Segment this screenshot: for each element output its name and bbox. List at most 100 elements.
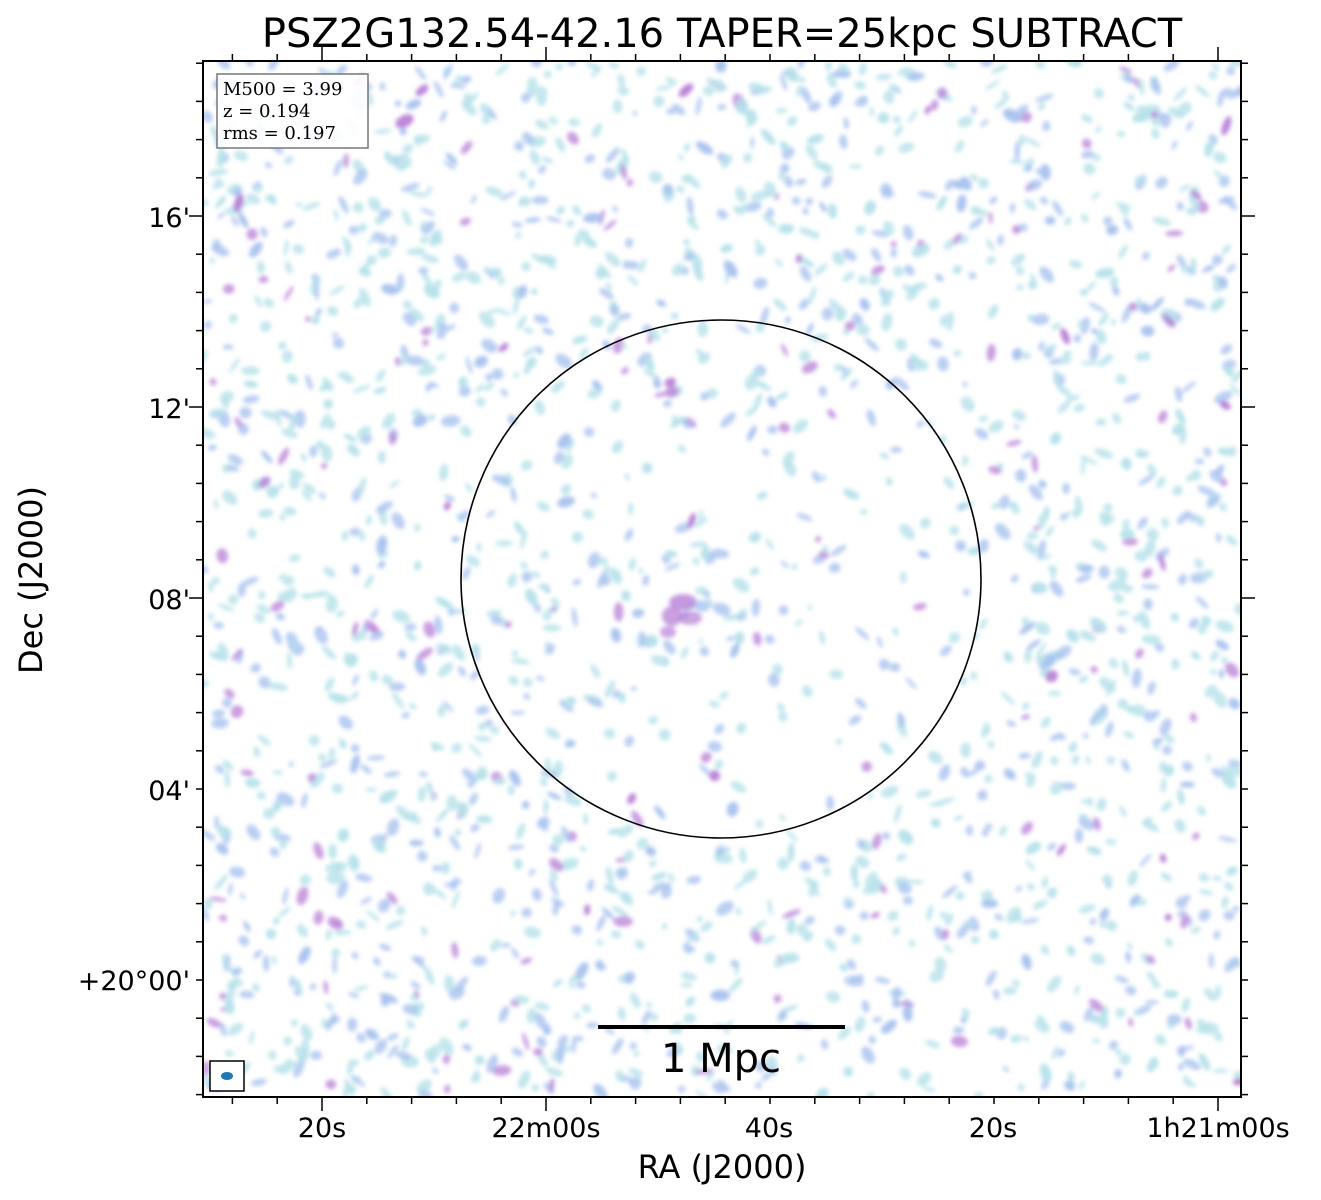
emission-blob — [227, 1022, 244, 1036]
emission-blob — [968, 547, 980, 556]
emission-blob — [227, 454, 243, 466]
emission-blob — [1094, 448, 1114, 459]
emission-blob — [1194, 558, 1204, 570]
emission-blob — [262, 955, 270, 972]
emission-blob — [234, 150, 249, 161]
emission-blob — [544, 757, 552, 777]
emission-blob — [1121, 759, 1130, 772]
emission-blob — [549, 878, 559, 897]
emission-blob — [814, 856, 830, 864]
emission-blob — [217, 825, 227, 834]
emission-blob — [751, 598, 761, 617]
emission-blob — [257, 509, 274, 518]
emission-blob — [521, 801, 530, 809]
emission-blob — [1215, 533, 1222, 543]
emission-blob — [436, 322, 448, 340]
emission-blob — [360, 764, 372, 775]
emission-blob — [860, 508, 867, 516]
emission-blob — [211, 709, 226, 718]
emission-blob — [969, 764, 983, 776]
emission-blob — [458, 509, 470, 522]
ra-tick-label: 22m00s — [491, 1113, 600, 1144]
emission-blob — [692, 262, 704, 282]
emission-blob — [443, 160, 456, 170]
emission-blob — [585, 61, 602, 72]
emission-blob — [258, 275, 269, 284]
emission-blob — [779, 953, 800, 963]
emission-blob — [523, 677, 533, 688]
emission-blob — [994, 913, 1004, 921]
emission-blob — [388, 432, 397, 445]
emission-blob — [1159, 718, 1172, 736]
emission-blob — [507, 414, 518, 426]
emission-blob — [1095, 267, 1115, 278]
emission-blob — [868, 274, 881, 286]
emission-blob — [1050, 781, 1064, 795]
emission-blob — [316, 440, 325, 449]
emission-blob — [528, 868, 536, 877]
emission-blob — [460, 425, 472, 438]
emission-blob — [1035, 554, 1052, 561]
emission-blob — [282, 887, 289, 905]
emission-blob — [654, 805, 666, 820]
emission-blob — [943, 239, 954, 250]
emission-blob — [475, 383, 485, 393]
emission-blob — [648, 171, 663, 183]
emission-blob — [1174, 386, 1183, 402]
emission-blob — [431, 742, 445, 751]
emission-blob — [222, 490, 238, 506]
emission-blob — [777, 857, 789, 870]
emission-blob — [726, 801, 739, 817]
emission-blob — [1152, 738, 1163, 745]
emission-blob — [219, 1022, 227, 1037]
emission-blob — [571, 607, 578, 627]
emission-blob — [1217, 836, 1238, 843]
emission-blob — [778, 422, 791, 433]
emission-blob — [778, 712, 788, 722]
emission-blob — [537, 165, 547, 174]
emission-blob — [1119, 206, 1129, 216]
emission-blob — [797, 61, 806, 69]
emission-blob — [969, 217, 984, 230]
emission-blob — [754, 380, 771, 391]
emission-blob — [268, 61, 280, 71]
emission-blob — [500, 942, 511, 948]
emission-blob — [811, 471, 821, 483]
emission-blob — [1182, 761, 1193, 772]
emission-blob — [968, 271, 977, 280]
emission-blob — [844, 321, 856, 331]
emission-blob — [333, 208, 339, 221]
emission-blob — [476, 815, 493, 824]
emission-blob — [357, 223, 368, 233]
emission-blob — [474, 355, 488, 368]
emission-blob — [203, 908, 209, 922]
emission-blob — [605, 866, 614, 886]
emission-blob — [1211, 254, 1223, 266]
emission-blob — [226, 465, 240, 472]
emission-blob — [736, 722, 747, 734]
emission-blob — [1156, 476, 1166, 489]
emission-blob — [203, 298, 212, 304]
emission-blob — [1039, 266, 1055, 283]
emission-blob — [389, 480, 400, 489]
emission-blob — [994, 95, 1010, 110]
emission-blob — [1042, 120, 1051, 132]
emission-blob — [726, 635, 734, 642]
emission-blob — [445, 152, 458, 165]
emission-blob — [680, 646, 689, 659]
emission-blob — [773, 298, 787, 312]
emission-blob — [534, 1012, 547, 1030]
emission-blob — [646, 1002, 653, 1008]
emission-blob — [493, 609, 502, 617]
emission-blob — [880, 785, 899, 798]
emission-blob — [1078, 904, 1096, 914]
emission-blob — [629, 1042, 638, 1050]
emission-blob — [1151, 128, 1160, 140]
emission-blob — [1010, 1034, 1022, 1043]
emission-blob — [779, 163, 790, 174]
emission-blob — [301, 201, 321, 211]
emission-blob — [647, 889, 659, 895]
emission-blob — [300, 1024, 313, 1041]
emission-blob — [700, 392, 709, 401]
emission-blob — [598, 288, 614, 300]
